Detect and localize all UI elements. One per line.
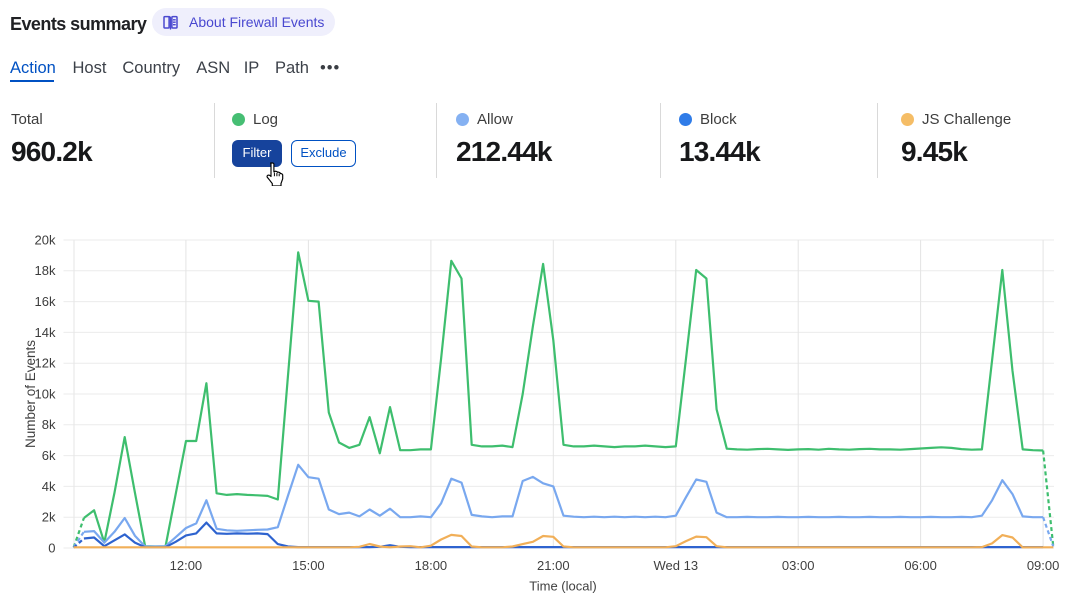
svg-text:10k: 10k: [35, 386, 56, 401]
svg-text:Number of Events: Number of Events: [23, 340, 38, 448]
svg-text:03:00: 03:00: [782, 558, 815, 573]
svg-text:4k: 4k: [42, 479, 56, 494]
svg-text:Wed 13: Wed 13: [654, 558, 699, 573]
svg-text:09:00: 09:00: [1027, 558, 1060, 573]
svg-text:2k: 2k: [42, 510, 56, 525]
svg-text:0: 0: [48, 540, 55, 555]
svg-text:6k: 6k: [42, 448, 56, 463]
svg-text:14k: 14k: [35, 325, 56, 340]
svg-text:06:00: 06:00: [904, 558, 937, 573]
svg-text:18:00: 18:00: [415, 558, 448, 573]
svg-text:Time (local): Time (local): [529, 579, 596, 594]
svg-text:18k: 18k: [35, 263, 56, 278]
svg-text:21:00: 21:00: [537, 558, 570, 573]
svg-text:8k: 8k: [42, 417, 56, 432]
svg-text:15:00: 15:00: [292, 558, 325, 573]
svg-text:20k: 20k: [35, 232, 56, 247]
svg-text:12k: 12k: [35, 356, 56, 371]
svg-text:16k: 16k: [35, 294, 56, 309]
svg-text:12:00: 12:00: [170, 558, 203, 573]
